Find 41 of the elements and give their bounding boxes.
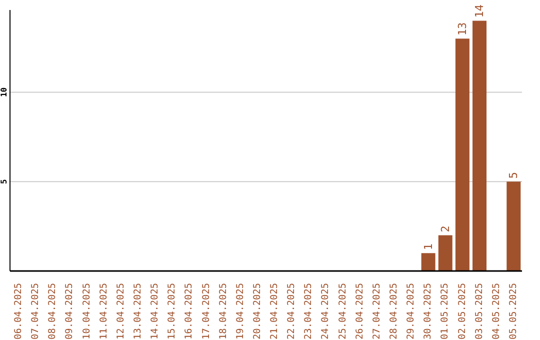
x-tick-label: 16.04.2025 [184, 283, 195, 340]
bar [421, 253, 436, 271]
x-tick-label: 07.04.2025 [30, 283, 42, 340]
x-tick-label: 30.04.2025 [422, 283, 434, 340]
x-tick-label: 18.04.2025 [218, 283, 229, 340]
x-tick-label: 29.04.2025 [406, 283, 417, 340]
x-tick-label: 02.05.2025 [456, 283, 468, 340]
x-tick-label: 01.05.2025 [440, 283, 451, 340]
data-label: 1 [422, 244, 435, 250]
x-tick-label: 28.04.2025 [388, 283, 400, 340]
x-tick-label: 06.04.2025 [13, 283, 24, 340]
x-tick-label: 23.04.2025 [303, 283, 314, 340]
data-label: 13 [456, 22, 469, 36]
x-tick-label: 09.04.2025 [64, 283, 76, 340]
x-tick-label: 05.05.2025 [508, 283, 519, 340]
y-tick-label: 10 [0, 87, 8, 98]
x-tick-label: 08.04.2025 [47, 283, 58, 340]
x-tick-label: 17.04.2025 [200, 283, 212, 340]
x-tick-label: 26.04.2025 [354, 283, 366, 340]
x-tick-label: 13.04.2025 [132, 283, 144, 340]
data-label: 14 [473, 4, 486, 18]
x-tick-label: 22.04.2025 [286, 283, 298, 340]
data-label: 2 [438, 226, 452, 232]
x-tick-label: 19.04.2025 [234, 283, 246, 340]
bar [506, 182, 521, 271]
x-tick-label: 11.04.2025 [98, 283, 110, 340]
bar [438, 235, 452, 271]
x-tick-label: 04.05.2025 [490, 283, 502, 340]
x-tick-label: 27.04.2025 [371, 283, 382, 340]
x-tick-label: 25.04.2025 [337, 283, 348, 340]
x-tick-label: 12.04.2025 [115, 283, 126, 340]
x-tick-label: 03.05.2025 [474, 283, 485, 340]
bar [455, 38, 470, 271]
x-tick-label: 14.04.2025 [150, 283, 161, 340]
x-tick-label: 10.04.2025 [81, 283, 92, 340]
x-tick-label: 21.04.2025 [269, 283, 280, 340]
x-tick-label: 15.04.2025 [166, 283, 178, 340]
bar [472, 20, 487, 271]
data-label: 5 [507, 172, 520, 179]
x-tick-label: 24.04.2025 [320, 283, 332, 340]
x-tick-label: 20.04.2025 [252, 283, 263, 340]
